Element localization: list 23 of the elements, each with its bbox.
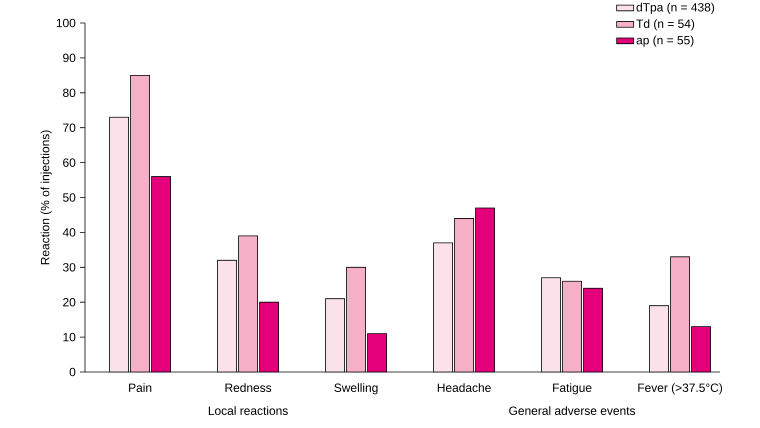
y-tick-label: 70 xyxy=(63,123,76,132)
y-tick-label: 100 xyxy=(56,18,76,28)
x-tick-label: Headache xyxy=(438,383,491,392)
legend-label: dTpa (n = 438) xyxy=(636,2,714,14)
y-tick-label: 20 xyxy=(63,298,76,306)
x-tick-label: Fever (>37.5°C) xyxy=(638,383,722,394)
x-tick-label: Fatigue xyxy=(553,383,592,394)
y-tick-label: 90 xyxy=(63,54,76,62)
legend-label: Td (n = 54) xyxy=(636,19,694,30)
y-tick-label: 40 xyxy=(62,228,76,237)
y-tick-label: 30 xyxy=(62,263,76,272)
x-tick-label: Swelling xyxy=(334,383,378,394)
text: General adverse events xyxy=(509,406,636,415)
x-tick-label: Pain xyxy=(129,383,152,392)
y-tick-label: 50 xyxy=(63,193,76,202)
y-tick-label: 0 xyxy=(70,368,76,376)
text: Local reactions xyxy=(208,406,288,415)
y-tick-label: 80 xyxy=(63,88,76,98)
y-tick-label: 60 xyxy=(63,158,76,167)
x-tick-label: Redness xyxy=(225,383,272,392)
legend-label: ap (n = 55) xyxy=(636,36,694,47)
y-tick-label: 10 xyxy=(63,332,76,342)
y-axis-title: Reaction (% of injections) xyxy=(40,130,52,264)
